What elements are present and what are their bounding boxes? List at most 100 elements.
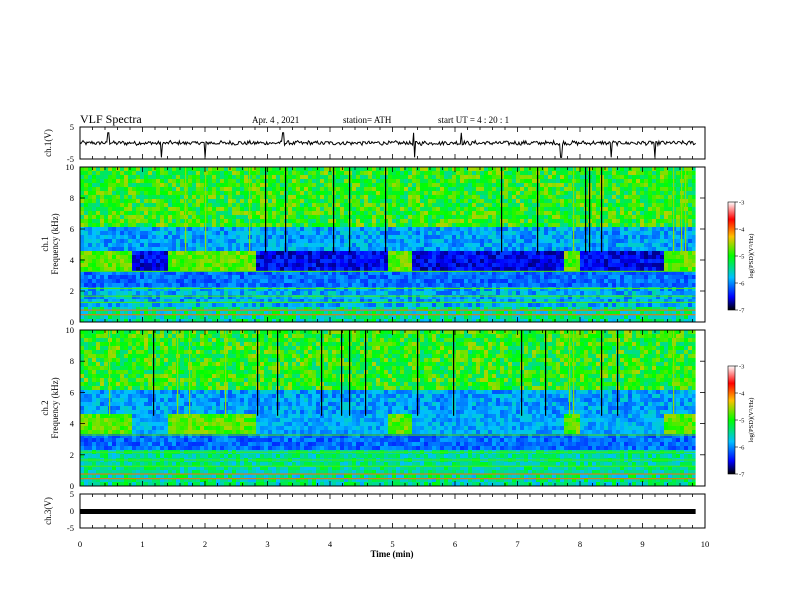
spectrogram-cell bbox=[432, 211, 437, 216]
spectrogram-cell bbox=[336, 243, 341, 248]
spectrogram-cell bbox=[192, 291, 197, 296]
spectrogram-cell bbox=[472, 179, 477, 184]
spectrogram-cell bbox=[356, 319, 361, 322]
spectrogram-cell bbox=[148, 287, 153, 292]
spectrogram-cell bbox=[368, 171, 373, 176]
spectrogram-cell bbox=[396, 303, 401, 308]
spectrogram-cell bbox=[96, 275, 101, 280]
spectrogram-cell bbox=[212, 243, 217, 248]
spectrogram-cell bbox=[536, 275, 541, 280]
spectrogram-cell bbox=[440, 199, 445, 204]
spectrogram-cell bbox=[364, 263, 369, 268]
spectrogram-cell bbox=[508, 279, 513, 284]
spectrogram-cell bbox=[292, 183, 297, 188]
spectrogram-cell bbox=[436, 243, 441, 248]
spectrogram-cell bbox=[412, 287, 417, 292]
spectrogram-cell bbox=[480, 255, 485, 260]
spectrogram-cell bbox=[136, 179, 141, 184]
spectrogram-cell bbox=[344, 227, 349, 232]
spectrogram-cell bbox=[408, 247, 413, 252]
spectrogram-cell bbox=[460, 279, 465, 284]
spectrogram-cell bbox=[136, 279, 141, 284]
spectrogram-cell bbox=[348, 311, 353, 316]
spectrogram-cell bbox=[500, 259, 505, 264]
spectrogram-cell bbox=[156, 267, 161, 272]
spectrogram-cell bbox=[456, 231, 461, 236]
spectrogram-cell bbox=[540, 271, 545, 276]
spectrogram-cell bbox=[416, 203, 421, 208]
spectrogram-cell bbox=[156, 223, 161, 228]
spectrogram-cell bbox=[112, 207, 117, 212]
spectrogram-cell bbox=[440, 259, 445, 264]
spectrogram-cell bbox=[204, 231, 209, 236]
spectrogram-cell bbox=[500, 219, 505, 224]
spectrogram-cell bbox=[404, 243, 409, 248]
spectrogram-cell bbox=[136, 183, 141, 188]
spectrogram-cell bbox=[284, 215, 289, 220]
spectrogram-cell bbox=[212, 199, 217, 204]
spectrogram-cell bbox=[464, 307, 469, 312]
spectrogram-cell bbox=[404, 195, 409, 200]
spectrogram-cell bbox=[484, 179, 489, 184]
spectrogram-cell bbox=[112, 275, 117, 280]
spectrogram-cell bbox=[172, 211, 177, 216]
spectrogram-cell bbox=[444, 251, 449, 256]
spectrogram-cell bbox=[448, 179, 453, 184]
spectrogram-cell bbox=[344, 187, 349, 192]
spectrogram-cell bbox=[348, 283, 353, 288]
spectrogram-cell bbox=[180, 211, 185, 216]
spectrogram-cell bbox=[444, 191, 449, 196]
spectrogram-cell bbox=[376, 247, 381, 252]
spectrogram-cell bbox=[220, 295, 225, 300]
spectrogram-cell bbox=[512, 207, 517, 212]
spectrogram-cell bbox=[512, 223, 517, 228]
spectrogram-cell bbox=[528, 299, 533, 304]
spectrogram-cell bbox=[344, 211, 349, 216]
spectrogram-cell bbox=[360, 315, 365, 320]
spectrogram-cell bbox=[376, 179, 381, 184]
spectrogram-cell bbox=[416, 291, 421, 296]
spectrogram-cell bbox=[100, 255, 105, 260]
spectrogram-cell bbox=[304, 291, 309, 296]
spectrogram-cell bbox=[544, 175, 549, 180]
spectrogram-cell bbox=[528, 191, 533, 196]
spectrogram-cell bbox=[560, 239, 565, 244]
spectrogram-cell bbox=[156, 319, 161, 322]
spectrogram-cell bbox=[360, 179, 365, 184]
spectrogram-cell bbox=[164, 219, 169, 224]
spectrogram-cell bbox=[168, 291, 173, 296]
spectrogram-cell bbox=[116, 275, 121, 280]
spectrogram-cell bbox=[404, 167, 409, 172]
spectrogram-cell bbox=[572, 299, 577, 304]
spectrogram-cell bbox=[568, 263, 573, 268]
spectrogram-cell bbox=[216, 171, 221, 176]
spectrogram-cell bbox=[116, 251, 121, 256]
spectrogram-cell bbox=[416, 171, 421, 176]
spectrogram-cell bbox=[372, 319, 377, 322]
spectrogram-cell bbox=[252, 267, 257, 272]
spectrogram-cell bbox=[436, 299, 441, 304]
spectrogram-cell bbox=[264, 303, 269, 308]
spectrogram-cell bbox=[420, 211, 425, 216]
spectrogram-cell bbox=[284, 303, 289, 308]
spectrogram-cell bbox=[372, 283, 377, 288]
spectrogram-cell bbox=[288, 319, 293, 322]
spectrogram-cell bbox=[164, 171, 169, 176]
spectrogram-cell bbox=[316, 227, 321, 232]
spectrogram-cell bbox=[100, 211, 105, 216]
spectrogram-cell bbox=[336, 251, 341, 256]
spectrogram-cell bbox=[176, 223, 181, 228]
spectrogram-cell bbox=[260, 167, 265, 172]
spectrogram-cell bbox=[432, 175, 437, 180]
spectrogram-cell bbox=[400, 227, 405, 232]
spectrogram-cell bbox=[176, 307, 181, 312]
spectrogram-cell bbox=[164, 199, 169, 204]
spectrogram-cell bbox=[380, 239, 385, 244]
spectrogram-cell bbox=[536, 291, 541, 296]
spectrogram-cell bbox=[536, 231, 541, 236]
spectrogram-cell bbox=[516, 223, 521, 228]
spectrogram-cell bbox=[188, 235, 193, 240]
spectrogram-cell bbox=[360, 267, 365, 272]
spectrogram-cell bbox=[368, 187, 373, 192]
spectrogram-cell bbox=[172, 183, 177, 188]
